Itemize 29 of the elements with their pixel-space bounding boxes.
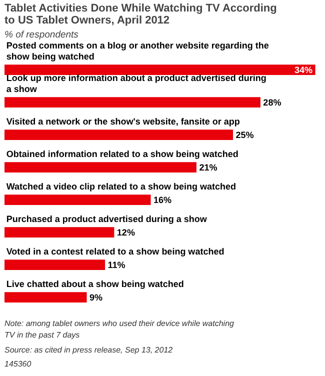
- chart-title: Tablet Activities Done While Watching TV According to US Tablet Owners, April 2012: [4, 2, 277, 26]
- bar: [4, 260, 106, 270]
- bar: [4, 292, 87, 302]
- y-tick-label: Visited a network or the show's website, fansite or app: [6, 116, 240, 127]
- y-tick-label: Watched a video clip related to a show being watched: [6, 182, 236, 192]
- y-tick-label: Purchased a product advertised during a show: [6, 214, 208, 224]
- chart-subtitle: % of respondents: [4, 30, 79, 40]
- bar: [4, 130, 234, 140]
- data-label: 12%: [116, 227, 135, 238]
- source-note: Source: as cited in press release, Sep 13, 2012: [4, 346, 174, 354]
- text: 145360: [4, 360, 32, 368]
- y-tick-label: Obtained information related to a show being watched: [6, 149, 238, 160]
- y-tick-label: Look up more information about a product advertised during a show: [6, 73, 266, 94]
- data-label: 21%: [199, 162, 218, 172]
- bar: [4, 162, 196, 172]
- y-tick-label: Live chatted about a show being watched: [6, 279, 184, 290]
- y-tick-label: Posted comments on a blog or another website regarding the show being watched: [6, 40, 269, 62]
- data-label: 34%: [294, 64, 313, 75]
- data-label: 25%: [236, 130, 254, 140]
- data-label: 9%: [90, 292, 103, 302]
- text: Note: among tablet owners who used their device while watching TV in the past 7 days: [4, 318, 235, 340]
- data-label: 28%: [263, 97, 282, 108]
- bar: [4, 194, 151, 205]
- y-tick-label: Voted in a contest related to a show being watched: [6, 246, 224, 257]
- data-label: 16%: [153, 194, 172, 205]
- bar: [4, 97, 260, 108]
- bar: [4, 227, 114, 238]
- bar: [4, 64, 316, 75]
- data-label: 11%: [108, 260, 126, 270]
